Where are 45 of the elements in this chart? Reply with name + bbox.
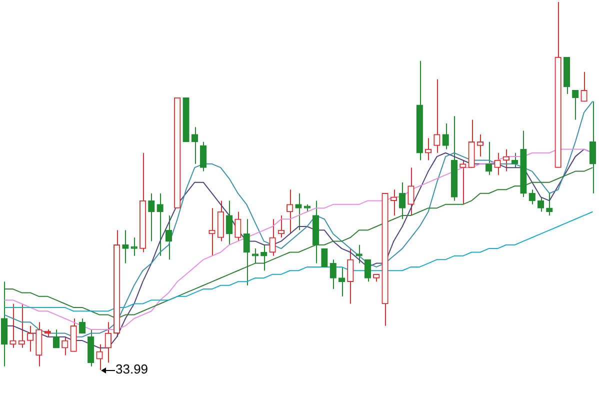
candlestick xyxy=(494,152,501,176)
candlestick xyxy=(286,189,294,234)
candlestick xyxy=(52,329,60,348)
candlestick xyxy=(502,148,510,172)
candlestick xyxy=(347,248,354,304)
candlestick xyxy=(226,200,233,246)
candlestick xyxy=(200,141,207,172)
candlestick xyxy=(148,192,155,242)
candlestick xyxy=(234,211,242,242)
candlestick xyxy=(269,218,276,256)
candlestick xyxy=(243,218,250,286)
candlestick xyxy=(398,182,406,220)
annotation: 33.99 xyxy=(116,362,148,377)
candlestick xyxy=(295,192,302,231)
candlestick xyxy=(122,230,129,264)
candlestick xyxy=(589,100,596,194)
candlestick xyxy=(156,192,164,256)
candlestick xyxy=(78,318,86,334)
candlestick xyxy=(62,336,68,356)
candlestick xyxy=(191,126,198,164)
candlestick xyxy=(26,325,34,352)
candlestick xyxy=(442,122,449,150)
candlestick xyxy=(572,90,579,120)
candlestick xyxy=(104,322,112,364)
candlestick xyxy=(434,78,440,154)
candlestick xyxy=(130,237,138,256)
candlestick xyxy=(476,134,484,158)
candlestick xyxy=(10,303,16,348)
candlestick xyxy=(364,259,372,282)
candlestick xyxy=(260,244,268,272)
candlestick xyxy=(408,167,414,216)
candlestick xyxy=(330,259,336,290)
candlestick xyxy=(580,71,588,102)
candlestick xyxy=(511,152,518,168)
candlestick xyxy=(356,244,362,264)
candlestick xyxy=(96,344,103,370)
candlestick xyxy=(460,160,466,205)
candlestick xyxy=(165,214,172,260)
candlestick xyxy=(208,208,216,256)
candlestick xyxy=(252,248,259,264)
candlestick xyxy=(338,266,346,297)
candlestick xyxy=(486,141,492,176)
candlestick xyxy=(321,248,328,268)
candlestick xyxy=(18,303,25,348)
candlestick xyxy=(390,189,398,216)
